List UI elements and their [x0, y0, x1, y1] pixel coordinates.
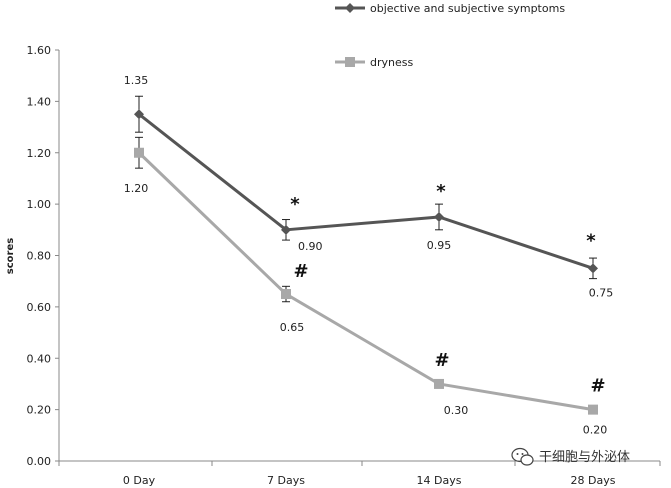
significance-mark: # [293, 261, 308, 282]
legend-label: dryness [370, 56, 413, 69]
watermark-text: 干细胞与外泌体 [539, 450, 630, 465]
y-axis-title: scores [5, 238, 16, 274]
y-tick-label: 1.00 [27, 198, 52, 211]
watermark: 干细胞与外泌体 [511, 447, 630, 466]
data-point [134, 147, 144, 158]
x-tick-label: 7 Days [267, 474, 305, 487]
data-label: 1.20 [124, 182, 149, 195]
data-point [588, 263, 598, 274]
series-objective-subjective: 1.35 0.90 0.95 0.75 * * * [124, 74, 614, 299]
y-tick-label: 0.80 [27, 250, 52, 263]
data-point [281, 289, 291, 300]
significance-mark: * [290, 194, 300, 215]
data-label: 0.65 [280, 321, 305, 334]
data-point [434, 378, 444, 389]
data-point [134, 109, 144, 120]
significance-mark: * [436, 181, 446, 202]
x-tick-label: 28 Days [571, 474, 616, 487]
legend-swatch-marker [345, 3, 355, 13]
axes [58, 50, 660, 462]
legend: objective and subjective symptoms dryness [335, 2, 565, 69]
data-label: 0.95 [427, 239, 452, 252]
y-tick-label: 0.00 [27, 455, 52, 468]
series-line [138, 113, 594, 270]
x-tick-label: 0 Day [123, 474, 156, 487]
data-point [588, 404, 598, 415]
wechat-icon [511, 447, 534, 466]
significance-mark: * [586, 230, 596, 251]
significance-mark: # [590, 376, 605, 397]
data-label: 1.35 [124, 74, 149, 87]
y-tick-label: 1.20 [27, 147, 52, 160]
significance-mark: # [434, 350, 449, 371]
y-tick-label: 1.40 [27, 95, 52, 108]
data-label: 0.75 [589, 286, 614, 299]
y-ticks: 0.00 0.20 0.40 0.60 0.80 1.00 1.20 1.40 1.60 [27, 44, 59, 468]
series-dryness: 1.20 0.65 0.30 0.20 # # # [124, 136, 608, 437]
x-ticks: 0 Day 7 Days 14 Days 28 Days [58, 461, 661, 487]
legend-swatch-marker [345, 57, 355, 67]
data-label: 0.20 [583, 424, 608, 437]
y-tick-label: 0.20 [27, 404, 52, 417]
legend-label: objective and subjective symptoms [370, 2, 565, 15]
data-label: 0.30 [444, 404, 469, 417]
data-point [434, 211, 444, 222]
y-tick-label: 1.60 [27, 44, 52, 57]
y-tick-label: 0.40 [27, 352, 52, 365]
x-tick-label: 14 Days [417, 474, 462, 487]
series-layer: 1.35 0.90 0.95 0.75 * * * 1.20 0.65 0.30 0.20 # # # [124, 74, 614, 436]
data-point [281, 224, 291, 235]
data-label: 0.90 [298, 240, 323, 253]
y-tick-label: 0.60 [27, 301, 52, 314]
series-line [137, 151, 594, 412]
